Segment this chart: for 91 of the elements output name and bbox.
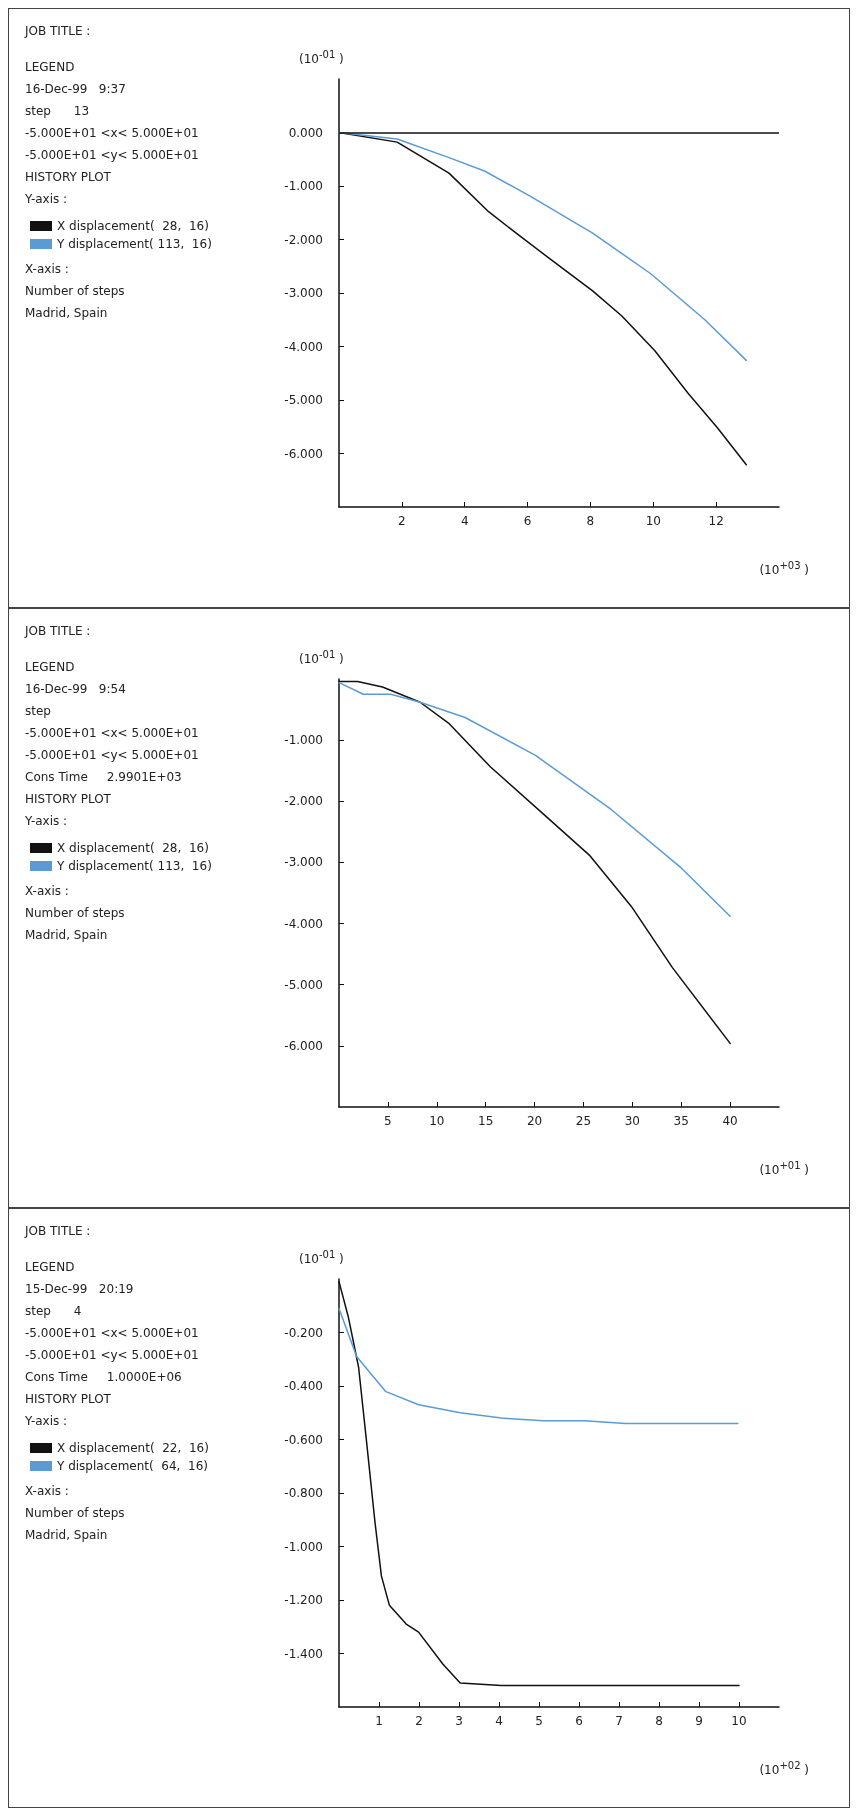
x-tick-label: 2 — [415, 1714, 423, 1728]
x-tick-label: 10 — [645, 514, 661, 528]
y-tick-label: -5.000 — [284, 977, 323, 992]
y-tick-label: -2.000 — [284, 232, 323, 247]
text: 16-Dec-99 9:54 — [25, 682, 126, 696]
x-tick-label: 8 — [586, 514, 595, 528]
y-tick-label: -1.400 — [284, 1646, 323, 1661]
x-tick-label: 25 — [575, 1114, 592, 1128]
text: step 4 — [25, 1304, 82, 1318]
text: step 13 — [25, 104, 90, 118]
y-tick-label: -1.000 — [284, 733, 323, 748]
text: JOB TITLE : — [24, 624, 91, 638]
text: 15-Dec-99 20:19 — [25, 1282, 134, 1296]
x-tick-label: 6 — [575, 1714, 583, 1728]
x-tick-label: 9 — [695, 1714, 703, 1728]
text: Number of steps — [25, 284, 125, 298]
text: Y-axis : — [24, 814, 68, 828]
x-tick-label: 5 — [535, 1714, 543, 1728]
y-tick-label: -6.000 — [284, 446, 323, 461]
y-tick-label: -5.000 — [284, 393, 323, 407]
x-tick-label: 1 — [375, 1714, 383, 1728]
text: Y-axis : — [24, 1414, 68, 1428]
y-tick-label: -3.000 — [284, 286, 323, 300]
text: Y-axis : — [24, 192, 68, 206]
text: Number of steps — [25, 1506, 125, 1520]
x-tick-label: 5 — [384, 1114, 392, 1128]
x-tick-label: 4 — [460, 514, 469, 528]
text: -5.000E+01 <y< 5.000E+01 — [25, 1348, 199, 1362]
y-tick-label: 0.000 — [288, 125, 323, 140]
x-tick-label: 3 — [455, 1714, 463, 1728]
y-tick-label: -0.800 — [284, 1486, 323, 1500]
text: Cons Time 1.0000E+06 — [25, 1370, 182, 1384]
text: step — [25, 704, 51, 718]
y-axis-title: (10$^{-01}$ ) — [299, 49, 344, 66]
y-axis-title: (10$^{-01}$ ) — [299, 649, 344, 666]
y-tick-label: -0.400 — [284, 1379, 323, 1393]
x-tick-label: 7 — [615, 1714, 623, 1728]
legend-label: Y displacement( 113, 16) — [56, 859, 212, 873]
text: -5.000E+01 <y< 5.000E+01 — [25, 148, 199, 162]
x-tick-label: 12 — [708, 514, 724, 528]
x-tick-label: 20 — [526, 1114, 543, 1128]
text: LEGEND — [25, 1260, 75, 1274]
y-tick-label: -0.600 — [284, 1432, 323, 1447]
x-tick-label: 35 — [673, 1114, 689, 1128]
text: -5.000E+01 <x< 5.000E+01 — [25, 126, 199, 140]
legend-label: Y displacement( 64, 16) — [56, 1459, 208, 1473]
legend-label: Y displacement( 113, 16) — [56, 237, 212, 251]
text: -5.000E+01 <y< 5.000E+01 — [25, 748, 199, 762]
y-tick-label: -4.000 — [284, 339, 323, 354]
text: Cons Time 2.9901E+03 — [25, 770, 182, 784]
text: X-axis : — [25, 262, 69, 276]
text: X-axis : — [25, 1484, 69, 1498]
text: Madrid, Spain — [25, 928, 108, 942]
text: X-axis : — [25, 884, 69, 898]
y-tick-label: -1.000 — [284, 179, 323, 193]
text: -5.000E+01 <x< 5.000E+01 — [25, 726, 199, 740]
text: -5.000E+01 <x< 5.000E+01 — [25, 1326, 199, 1340]
text: Madrid, Spain — [25, 1528, 108, 1542]
x-tick-label: 15 — [478, 1114, 494, 1128]
x-axis-title: (10$^{+02}$ ) — [759, 1760, 809, 1777]
text: Number of steps — [25, 906, 125, 920]
text: LEGEND — [25, 660, 75, 674]
text: HISTORY PLOT — [25, 1392, 112, 1406]
legend-label: X displacement( 22, 16) — [57, 1441, 209, 1455]
y-axis-title: (10$^{-01}$ ) — [299, 1249, 344, 1266]
text: HISTORY PLOT — [25, 170, 112, 184]
x-tick-label: 10 — [731, 1714, 747, 1728]
text: LEGEND — [25, 60, 75, 74]
y-tick-label: -4.000 — [284, 916, 323, 931]
text: 16-Dec-99 9:37 — [25, 82, 126, 96]
legend-label: X displacement( 28, 16) — [57, 219, 209, 233]
text: JOB TITLE : — [24, 1224, 91, 1238]
x-tick-label: 30 — [624, 1114, 640, 1128]
x-tick-label: 10 — [429, 1114, 445, 1128]
y-tick-label: -1.200 — [284, 1593, 323, 1607]
legend-label: X displacement( 28, 16) — [57, 841, 209, 855]
text: JOB TITLE : — [24, 24, 91, 38]
x-tick-label: 6 — [523, 514, 532, 528]
y-tick-label: -0.200 — [284, 1325, 323, 1340]
x-axis-title: (10$^{+03}$ ) — [759, 560, 809, 577]
y-tick-label: -3.000 — [284, 855, 323, 870]
x-tick-label: 40 — [722, 1114, 738, 1128]
text: Madrid, Spain — [25, 306, 108, 320]
x-axis-title: (10$^{+01}$ ) — [759, 1160, 809, 1177]
y-tick-label: -6.000 — [284, 1038, 323, 1053]
x-tick-label: 2 — [398, 514, 406, 528]
x-tick-label: 8 — [655, 1714, 663, 1728]
text: HISTORY PLOT — [25, 792, 112, 806]
y-tick-label: -2.000 — [284, 794, 323, 809]
x-tick-label: 4 — [495, 1714, 503, 1728]
y-tick-label: -1.000 — [284, 1539, 323, 1554]
